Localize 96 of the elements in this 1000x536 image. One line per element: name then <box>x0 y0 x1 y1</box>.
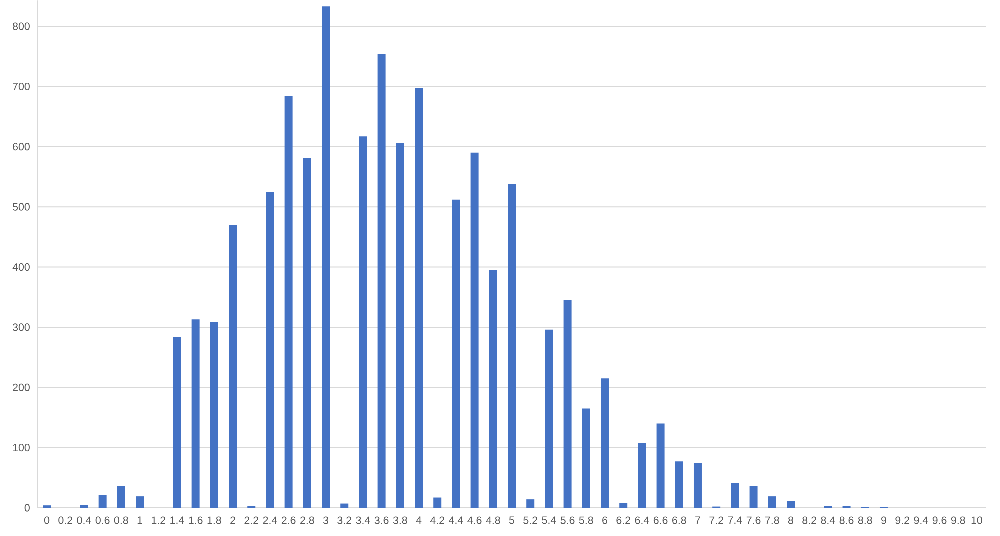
x-tick-label: 8.8 <box>858 516 872 524</box>
bar <box>601 378 609 508</box>
bar <box>192 320 200 508</box>
x-tick-label: 8.6 <box>840 516 854 524</box>
bar <box>229 225 238 508</box>
y-tick-label: 300 <box>12 324 30 332</box>
x-tick-label: 3 <box>323 516 329 524</box>
y-tick-label: 700 <box>13 82 30 90</box>
bar <box>731 483 740 508</box>
x-tick-label: 7 <box>696 516 700 524</box>
bar <box>526 500 535 508</box>
bar <box>340 504 349 508</box>
x-tick-label: 9.4 <box>914 516 928 524</box>
x-tick-label: 0.2 <box>58 516 73 524</box>
bar <box>768 496 776 508</box>
x-tick-label: 1.6 <box>189 516 203 524</box>
bar <box>545 330 554 508</box>
y-tick-label: 600 <box>13 143 30 151</box>
y-tick-label: 500 <box>12 203 30 211</box>
x-tick-label: 9.6 <box>932 516 947 524</box>
x-tick-label: 0.6 <box>96 516 110 524</box>
y-tick-label: 100 <box>13 444 30 452</box>
bar <box>173 337 182 508</box>
bar <box>415 88 424 508</box>
bar <box>638 443 646 508</box>
bar <box>80 504 88 508</box>
x-tick-label: 2.4 <box>263 516 278 524</box>
bar <box>582 408 590 508</box>
bar <box>266 192 274 508</box>
x-tick-label: 7.8 <box>766 516 780 524</box>
x-tick-label: 3.4 <box>356 516 370 524</box>
x-tick-label: 6 <box>602 516 608 524</box>
x-tick-label: 4.6 <box>468 516 482 524</box>
x-tick-label: 3.2 <box>338 516 352 524</box>
x-tick-label: 7.4 <box>728 516 742 524</box>
x-tick-label: 6.2 <box>616 516 630 524</box>
bar <box>694 463 702 508</box>
bar <box>396 143 404 508</box>
x-tick-label: 4 <box>416 516 422 524</box>
x-tick-label: 5.8 <box>579 516 594 524</box>
bar <box>786 501 795 508</box>
x-tick-label: 2.6 <box>282 516 296 524</box>
x-tick-label: 5 <box>509 516 515 524</box>
bar <box>378 54 386 508</box>
x-tick-label: 4.4 <box>449 516 464 524</box>
x-tick-label: 2 <box>230 516 236 524</box>
bar <box>564 300 572 508</box>
x-tick-label: 1 <box>138 516 142 524</box>
bar <box>508 184 516 508</box>
bar <box>452 200 460 508</box>
y-tick-label: 200 <box>13 384 30 392</box>
bar <box>489 270 498 508</box>
x-tick-label: 1.2 <box>152 516 166 524</box>
bar <box>322 6 330 508</box>
bar <box>470 152 479 508</box>
x-tick-label: 5.6 <box>560 516 575 524</box>
x-tick-label: 2.2 <box>244 516 258 524</box>
y-tick-label: 400 <box>12 263 30 272</box>
x-tick-label: 5.4 <box>542 516 556 524</box>
bar <box>620 503 628 508</box>
bar <box>656 424 665 508</box>
x-tick-label: 6.4 <box>635 516 650 524</box>
bar <box>210 322 218 508</box>
x-tick-label: 0.8 <box>114 516 128 524</box>
x-tick-label: 6.6 <box>654 516 668 524</box>
x-tick-label: 3.6 <box>374 516 389 524</box>
bar <box>359 136 368 508</box>
x-tick-label: 8 <box>788 516 794 524</box>
x-tick-label: 8.2 <box>802 516 816 524</box>
x-tick-label: 9.8 <box>951 516 966 524</box>
x-tick-label: 1.4 <box>170 516 184 524</box>
x-tick-label: 7.6 <box>746 516 761 524</box>
bar <box>303 158 312 508</box>
x-tick-label: 1.8 <box>208 516 222 524</box>
x-tick-label: 8.4 <box>821 516 836 524</box>
bar <box>434 498 442 508</box>
x-tick-label: 7.2 <box>710 516 724 524</box>
bar <box>136 496 144 508</box>
y-tick-label: 800 <box>13 22 30 30</box>
x-tick-label: 9.2 <box>896 516 910 524</box>
x-tick-label: 4.2 <box>430 516 444 524</box>
x-tick-label: 0 <box>44 516 50 524</box>
x-tick-label: 10 <box>972 516 982 524</box>
x-tick-label: 5.2 <box>524 516 538 524</box>
x-tick-label: 0.4 <box>77 516 92 524</box>
bar <box>98 495 107 508</box>
bar <box>675 462 684 508</box>
x-tick-label: 6.8 <box>672 516 686 524</box>
y-tick-label: 0 <box>24 504 30 512</box>
x-tick-label: 2.8 <box>300 516 314 524</box>
x-tick-label: 4.8 <box>486 516 500 524</box>
bar <box>750 486 758 508</box>
x-tick-label: 3.8 <box>393 516 408 524</box>
x-tick-label: 9 <box>882 516 886 524</box>
bar <box>284 96 293 508</box>
bar <box>117 486 126 508</box>
